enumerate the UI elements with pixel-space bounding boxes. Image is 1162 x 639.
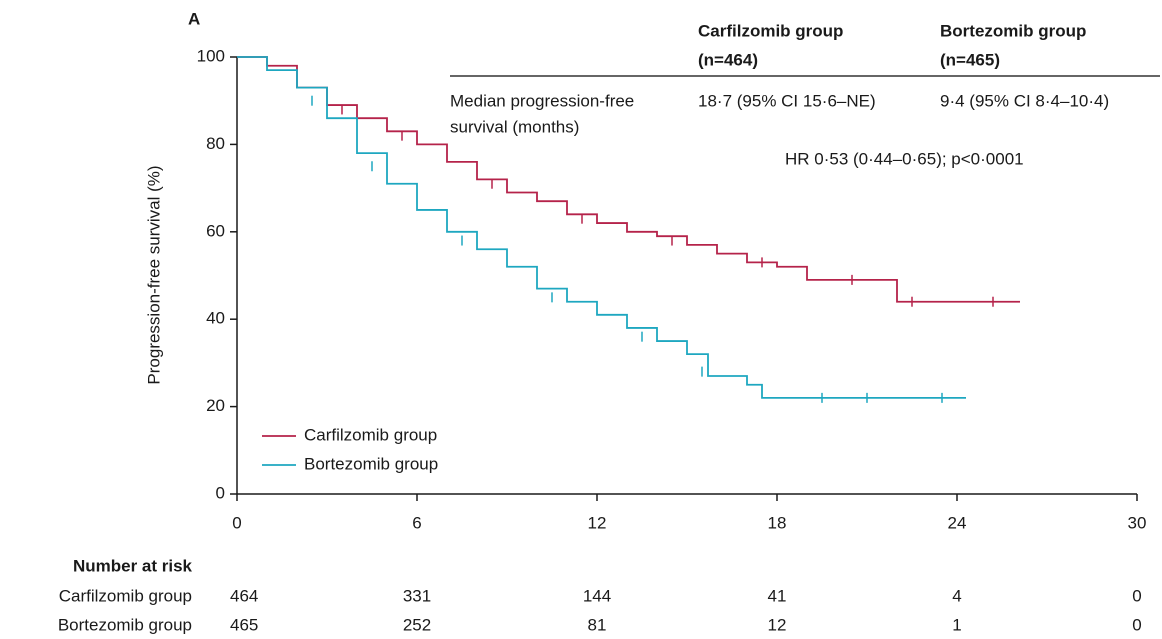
- y-tick-label: 60: [206, 221, 225, 240]
- y-tick-label: 100: [197, 46, 225, 65]
- y-tick-label: 80: [206, 134, 225, 153]
- x-tick-label: 6: [412, 513, 421, 532]
- risk-count: 464: [230, 586, 258, 605]
- x-tick-label: 12: [588, 513, 607, 532]
- risk-count: 252: [403, 615, 431, 634]
- risk-row-label: Bortezomib group: [58, 615, 192, 634]
- x-tick-label: 24: [948, 513, 967, 532]
- survival-line: [237, 56, 1020, 303]
- y-axis-label: Progression-free survival (%): [144, 165, 163, 384]
- x-tick-label: 30: [1128, 513, 1147, 532]
- chart-title: A: [188, 9, 200, 28]
- risk-count: 0: [1132, 586, 1141, 605]
- risk-count: 81: [588, 615, 607, 634]
- column-header: Carfilzomib group: [698, 21, 843, 40]
- risk-title: Number at risk: [73, 556, 193, 575]
- risk-count: 144: [583, 586, 611, 605]
- legend-label: Bortezomib group: [304, 454, 438, 473]
- row-value: 9·4 (95% CI 8·4–10·4): [940, 91, 1109, 110]
- risk-count: 4: [952, 586, 961, 605]
- column-header: (n=464): [698, 50, 758, 69]
- y-tick-label: 0: [216, 483, 225, 502]
- y-tick-label: 40: [206, 309, 225, 328]
- row-value: 18·7 (95% CI 15·6–NE): [698, 91, 876, 110]
- risk-row-label: Carfilzomib group: [59, 586, 192, 605]
- risk-count: 331: [403, 586, 431, 605]
- column-header: (n=465): [940, 50, 1000, 69]
- survival-line: [237, 56, 966, 399]
- column-header: Bortezomib group: [940, 21, 1086, 40]
- risk-count: 1: [952, 615, 961, 634]
- hazard-ratio: HR 0·53 (0·44–0·65); p<0·0001: [785, 149, 1024, 168]
- legend-label: Carfilzomib group: [304, 425, 437, 444]
- risk-count: 41: [768, 586, 787, 605]
- x-tick-label: 0: [232, 513, 241, 532]
- x-tick-label: 18: [768, 513, 787, 532]
- risk-count: 0: [1132, 615, 1141, 634]
- risk-count: 12: [768, 615, 787, 634]
- risk-count: 465: [230, 615, 258, 634]
- row-label: survival (months): [450, 117, 579, 136]
- y-tick-label: 20: [206, 396, 225, 415]
- row-label: Median progression-free: [450, 91, 634, 110]
